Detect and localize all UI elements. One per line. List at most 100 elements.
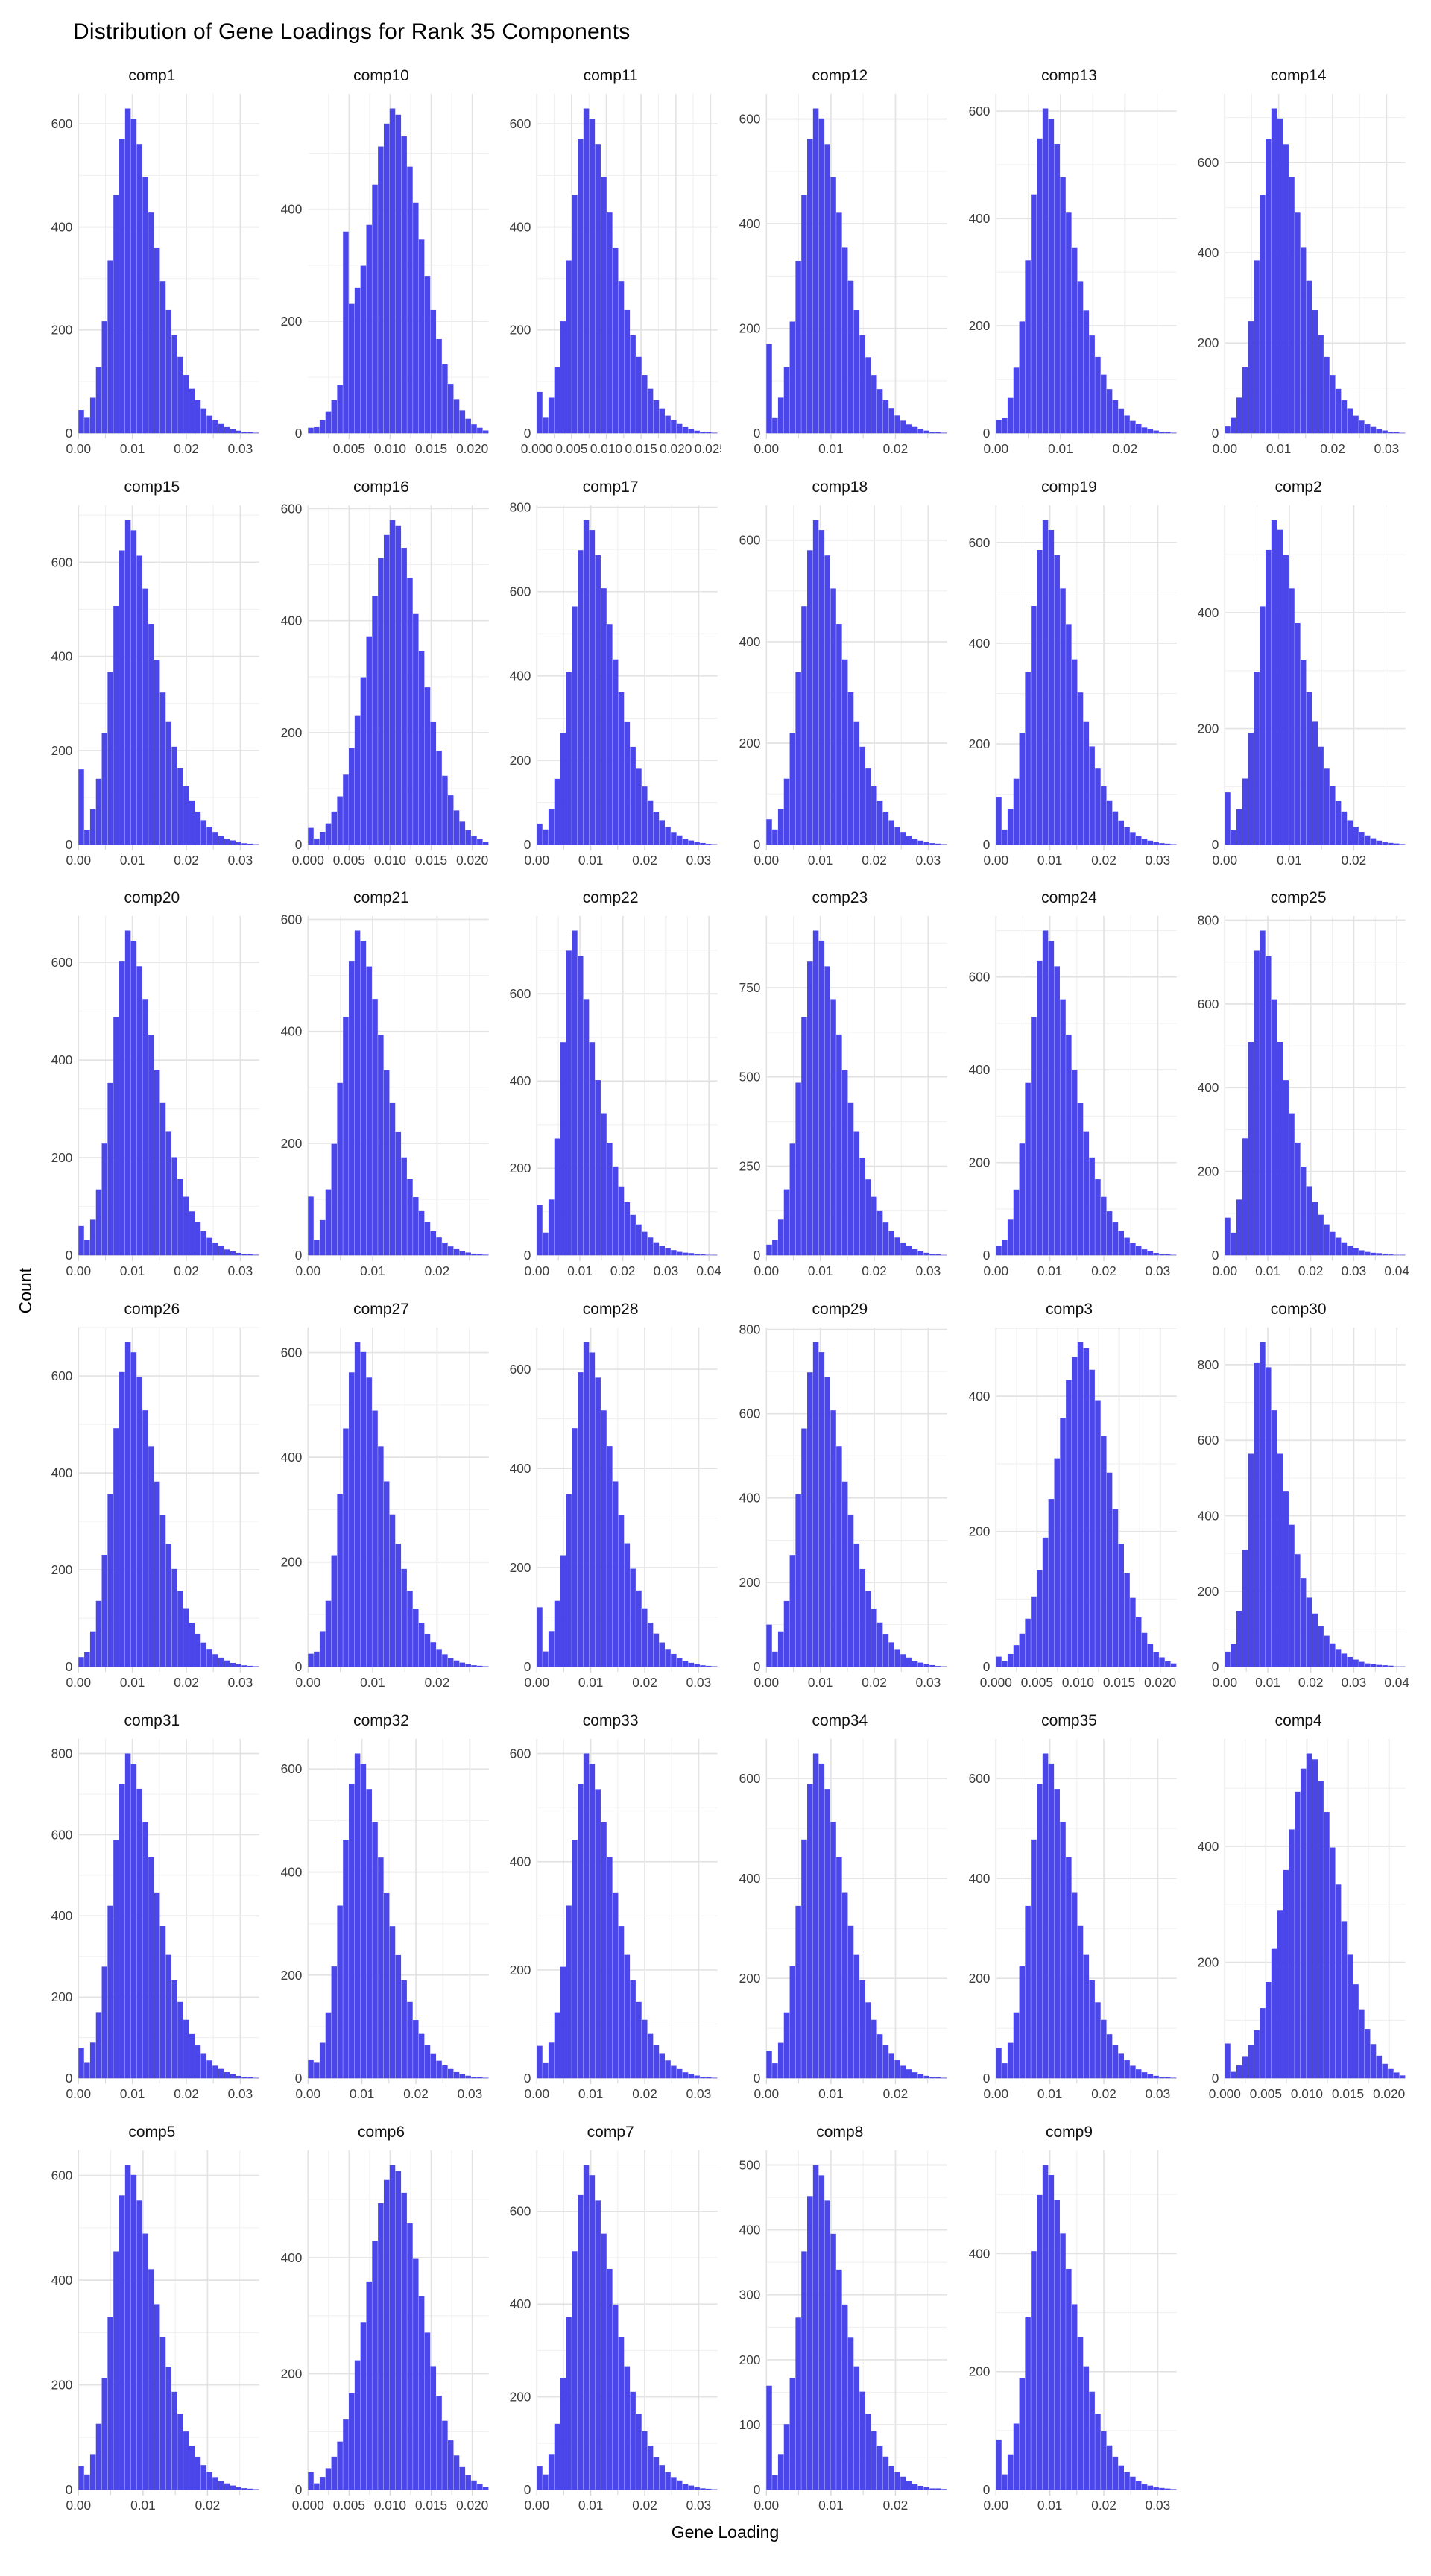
x-tick-label: 0.03 — [916, 1675, 941, 1690]
x-tick-label: 0.010 — [374, 441, 406, 456]
facet-title-comp13: comp13 — [1041, 67, 1097, 84]
y-tick-label: 400 — [1198, 1839, 1219, 1854]
x-tick-label: 0.01 — [120, 853, 145, 868]
histogram-bars — [307, 1342, 489, 1667]
x-tick-label: 0.00 — [983, 853, 1008, 868]
facet-plot-comp27: 0 200 400 600 0.00 0.01 0.02 — [280, 1327, 489, 1690]
y-tick-label: 200 — [739, 736, 761, 751]
y-tick-label: 0 — [982, 1248, 990, 1263]
y-tick-label: 200 — [1198, 1954, 1219, 1969]
facet-title-comp4: comp4 — [1274, 1711, 1322, 1729]
facet-plot-comp15: 0 200 400 600 0.00 0.01 0.02 0.03 — [51, 505, 259, 868]
x-tick-label: 0.03 — [228, 853, 253, 868]
facet-comp13: comp13 0 200 400 600 0.00 0.01 0.02 — [959, 67, 1180, 459]
y-tick-label: 400 — [739, 634, 761, 649]
y-tick-label: 200 — [968, 1155, 990, 1170]
y-tick-label: 800 — [739, 1322, 761, 1337]
x-tick-label: 0.00 — [754, 441, 779, 456]
x-tick-label: 0.03 — [916, 1263, 941, 1278]
x-tick-label: 0.03 — [686, 2497, 712, 2512]
y-tick-label: 200 — [280, 725, 302, 740]
y-tick-label: 600 — [280, 1761, 302, 1776]
x-tick-label: 0.01 — [120, 2086, 145, 2101]
facet-title-comp6: comp6 — [357, 2123, 405, 2141]
facet-comp30: comp30 0 200 400 600 800 0.00 0.01 0.02 0.03 0.04 — [1188, 1301, 1409, 1693]
y-tick-label: 0 — [524, 2482, 531, 2497]
facet-comp6: comp6 0 200 400 0.000 0.005 0.010 0.015 0.020 — [271, 2124, 492, 2516]
y-tick-label: 200 — [510, 1560, 531, 1575]
x-tick-label: 0.020 — [456, 2497, 488, 2512]
y-tick-label: 0 — [524, 1248, 531, 1263]
x-tick-label: 0.00 — [66, 853, 92, 868]
y-tick-label: 400 — [280, 1024, 302, 1039]
y-tick-label: 0 — [294, 2071, 302, 2086]
facet-title-comp16: comp16 — [353, 478, 409, 496]
facet-title-comp12: comp12 — [812, 67, 868, 84]
y-tick-label: 0 — [754, 2071, 761, 2086]
y-tick-label: 200 — [739, 1575, 761, 1590]
facet-title-comp11: comp11 — [583, 67, 638, 84]
y-tick-label: 200 — [51, 323, 73, 338]
facet-plot-comp1: 0 200 400 600 0.00 0.01 0.02 0.03 — [51, 93, 259, 456]
facet-title-comp7: comp7 — [587, 2123, 634, 2141]
x-tick-label: 0.01 — [808, 1263, 833, 1278]
histogram-bars — [78, 520, 259, 845]
y-tick-label: 200 — [510, 2389, 531, 2404]
y-tick-label: 200 — [739, 1971, 761, 1986]
x-tick-label: 0.01 — [1037, 2497, 1063, 2512]
y-tick-label: 200 — [739, 321, 761, 336]
facet-plot-comp35: 0 200 400 600 0.00 0.01 0.02 0.03 — [968, 1738, 1177, 2101]
y-tick-label: 200 — [968, 318, 990, 333]
y-tick-label: 0 — [66, 426, 73, 441]
x-tick-label: 0.00 — [525, 1675, 550, 1690]
y-tick-label: 400 — [968, 1063, 990, 1078]
y-tick-label: 800 — [51, 1746, 73, 1761]
histogram-bars — [537, 1753, 718, 2079]
histogram-bars — [537, 1342, 718, 1667]
facet-comp23: comp23 0 250 500 750 0.00 0.01 0.02 0.03 — [730, 889, 950, 1281]
facet-plot-comp21: 0 200 400 600 0.00 0.01 0.02 — [280, 912, 489, 1278]
y-tick-label: 600 — [510, 2203, 531, 2218]
facet-plot-comp34: 0 200 400 600 0.00 0.01 0.02 — [739, 1738, 947, 2101]
x-tick-label: 0.010 — [374, 2497, 406, 2512]
y-tick-label: 500 — [739, 1070, 761, 1085]
histogram-bars — [766, 930, 947, 1256]
x-tick-label: 0.02 — [883, 441, 909, 456]
y-tick-label: 100 — [739, 2417, 761, 2432]
histogram-bars — [1225, 930, 1406, 1256]
x-tick-label: 0.005 — [1020, 1675, 1052, 1690]
facet-comp9: comp9 0 200 400 0.00 0.01 0.02 0.03 — [959, 2124, 1180, 2516]
x-tick-label: 0.02 — [633, 2086, 658, 2101]
empty-cell — [1188, 2124, 1409, 2516]
x-tick-label: 0.00 — [754, 2497, 779, 2512]
y-tick-label: 400 — [510, 1854, 531, 1869]
x-tick-label: 0.010 — [374, 853, 406, 868]
y-tick-label: 800 — [1198, 1357, 1219, 1372]
x-tick-label: 0.00 — [1213, 853, 1238, 868]
x-tick-label: 0.015 — [415, 2497, 447, 2512]
facet-comp27: comp27 0 200 400 600 0.00 0.01 0.02 — [271, 1301, 492, 1693]
y-tick-label: 200 — [280, 1136, 302, 1151]
facet-plot-comp22: 0 200 400 600 0.00 0.01 0.02 0.03 0.04 — [510, 916, 721, 1278]
facet-grid: comp1 0 200 400 600 0.00 0.01 0.02 0.03 comp10 0 20… — [42, 67, 1409, 2515]
facet-title-comp27: comp27 — [353, 1301, 409, 1319]
x-tick-label: 0.00 — [66, 1675, 92, 1690]
y-tick-label: 0 — [982, 2482, 990, 2497]
y-tick-label: 0 — [294, 426, 302, 441]
histogram-bars — [995, 930, 1177, 1256]
histogram-bars — [307, 520, 489, 845]
x-tick-label: 0.01 — [120, 441, 145, 456]
x-tick-label: 0.01 — [578, 2497, 604, 2512]
x-tick-label: 0.01 — [1037, 2086, 1063, 2101]
x-tick-label: 0.000 — [1209, 2086, 1241, 2101]
x-tick-label: 0.02 — [1091, 2086, 1116, 2101]
facet-plot-comp5: 0 200 400 600 0.00 0.01 0.02 — [51, 2150, 259, 2512]
facet-plot-comp28: 0 200 400 600 0.00 0.01 0.02 0.03 — [510, 1327, 718, 1690]
x-tick-label: 0.02 — [633, 1675, 658, 1690]
facet-comp21: comp21 0 200 400 600 0.00 0.01 0.02 — [271, 889, 492, 1281]
x-tick-label: 0.01 — [120, 1675, 145, 1690]
facet-title-comp14: comp14 — [1270, 67, 1327, 84]
x-tick-label: 0.00 — [983, 2497, 1008, 2512]
x-tick-label: 0.02 — [633, 853, 658, 868]
y-tick-label: 400 — [1198, 605, 1219, 620]
